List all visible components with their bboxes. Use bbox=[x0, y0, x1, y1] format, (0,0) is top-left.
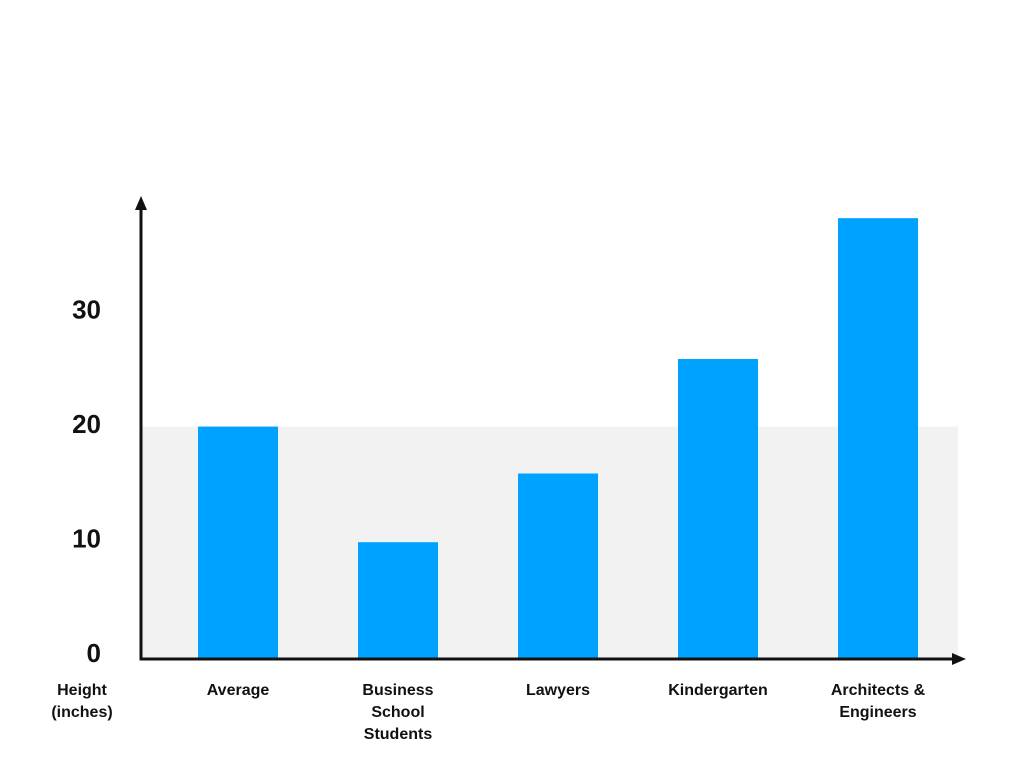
x-category-label-3: Kindergarten bbox=[668, 682, 768, 699]
bars bbox=[198, 218, 918, 660]
axes bbox=[135, 196, 966, 665]
y-tick-label-0: 0 bbox=[87, 638, 101, 668]
bar-3 bbox=[678, 359, 758, 659]
x-category-label-1: Business School Students bbox=[362, 682, 433, 743]
bar-1 bbox=[358, 542, 438, 659]
bar-2 bbox=[518, 473, 598, 659]
y-axis-arrow bbox=[135, 196, 147, 210]
y-tick-labels: 0 10 20 30 bbox=[72, 294, 101, 668]
bar-4 bbox=[838, 218, 918, 660]
x-axis-arrow bbox=[952, 653, 966, 665]
y-tick-label-3: 30 bbox=[72, 294, 101, 324]
x-category-labels: Average Business School Students Lawyers Kind… bbox=[207, 682, 926, 743]
x-category-label-0: Average bbox=[207, 682, 270, 699]
y-tick-label-2: 20 bbox=[72, 409, 101, 439]
y-axis-label: Height (inches) bbox=[51, 682, 112, 721]
x-category-label-2: Lawyers bbox=[526, 682, 590, 699]
y-tick-label-1: 10 bbox=[72, 523, 101, 553]
x-category-label-4: Architects & Engineers bbox=[831, 682, 926, 721]
bar-0 bbox=[198, 426, 278, 659]
